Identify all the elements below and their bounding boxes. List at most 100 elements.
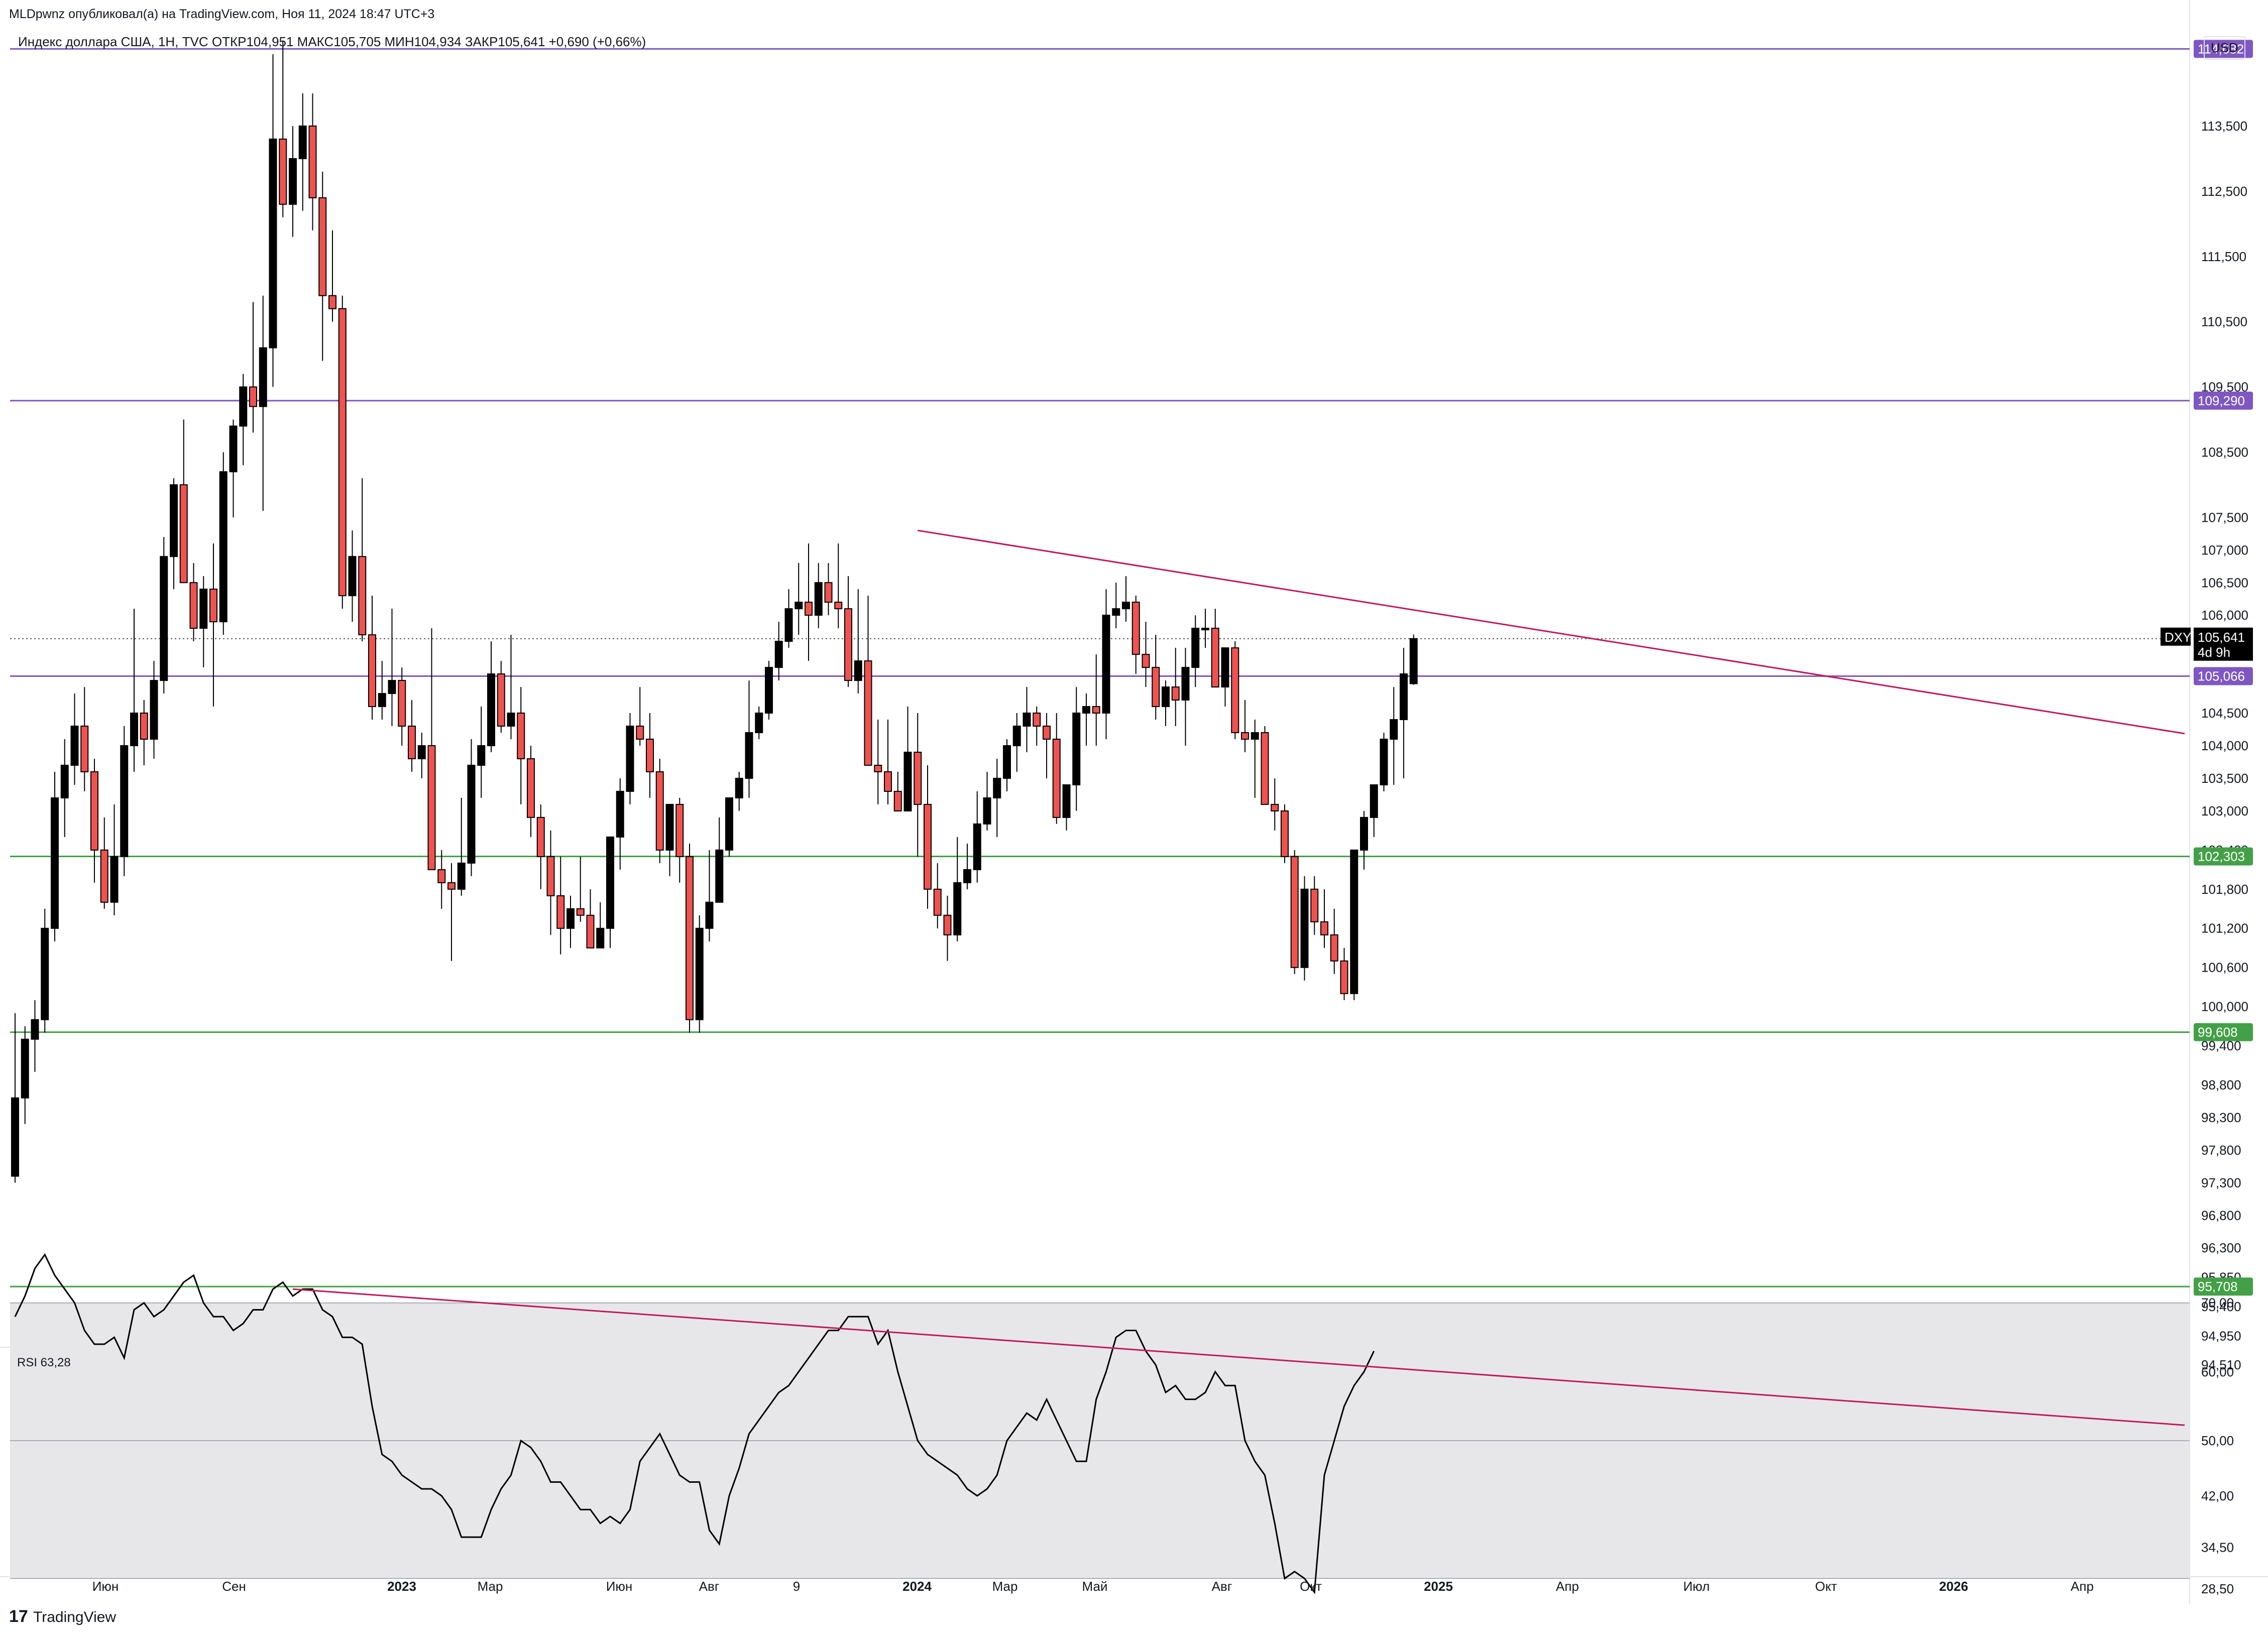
- candle-up: [70, 726, 79, 766]
- candle-up: [1390, 719, 1398, 740]
- candle-up: [1181, 667, 1190, 701]
- candle-down: [844, 608, 852, 681]
- candle-up: [259, 347, 267, 407]
- candle-up: [1162, 686, 1170, 708]
- candle-down: [179, 484, 188, 583]
- candle-up: [239, 386, 248, 427]
- time-tick-label: 2024: [902, 1579, 932, 1594]
- rsi-legend[interactable]: RSI 63,28: [17, 1356, 71, 1369]
- candle-up: [774, 641, 783, 668]
- candle-down: [1092, 706, 1100, 714]
- candle-up: [477, 745, 486, 766]
- candle-up: [1191, 628, 1200, 668]
- candle-up: [507, 713, 515, 727]
- candle-up: [1300, 888, 1309, 968]
- candle-down: [546, 856, 555, 896]
- price-tick-label: 101,200: [2201, 921, 2248, 936]
- candle-down: [675, 803, 684, 857]
- candle-up: [229, 425, 238, 473]
- price-axis[interactable]: 113,500112,500111,500110,500109,500108,5…: [2201, 119, 2248, 1372]
- candle-up: [1251, 732, 1259, 740]
- candle-up: [695, 927, 704, 1020]
- level-badge-resistance: [2194, 667, 2253, 685]
- candle-up: [963, 869, 971, 883]
- price-tick-label: 107,000: [2201, 542, 2248, 557]
- level-badge-resistance: [2194, 391, 2253, 410]
- level-badge-text: 99,608: [2198, 1025, 2238, 1040]
- candle-up: [1012, 726, 1021, 747]
- rsi-band: [10, 1302, 2190, 1579]
- candle-down: [805, 602, 813, 616]
- candle-up: [596, 927, 605, 949]
- price-badges: 114,682 109,290 105,066 102,303 99,608 95,708…: [2161, 40, 2253, 1296]
- candle-down: [576, 908, 585, 916]
- currency-label[interactable]: USD: [2204, 36, 2245, 60]
- candle-down: [80, 726, 89, 772]
- candle-down: [189, 582, 198, 629]
- symbol-info-line[interactable]: Индекс доллара США, 1Н, TVC ОТКР104,951 …: [18, 34, 646, 49]
- rsi-tick-label: 70,00: [2201, 1296, 2234, 1311]
- candle-down: [1033, 713, 1041, 727]
- candle-up: [1400, 673, 1408, 721]
- price-tick-label: 94,510: [2201, 1357, 2241, 1372]
- candle-up: [388, 680, 396, 694]
- candle-up: [41, 927, 49, 1020]
- candle-down: [1211, 628, 1219, 688]
- candle-down: [447, 882, 456, 890]
- candle-down: [517, 713, 525, 759]
- candlestick-series: [11, 41, 1418, 1183]
- candle-down: [1290, 856, 1299, 968]
- candle-up: [110, 856, 119, 903]
- price-tick-label: 100,000: [2201, 999, 2248, 1014]
- candle-up: [735, 777, 743, 798]
- candle-down: [90, 771, 98, 851]
- time-axis[interactable]: Июн Сен 2023 Мар Июн Авг 9 2024 Мар Май Авг Окт 2025…: [92, 1579, 2094, 1594]
- candle-up: [1112, 608, 1120, 616]
- candle-down: [1131, 602, 1140, 655]
- candle-up: [130, 713, 138, 747]
- candle-up: [765, 667, 773, 714]
- price-tick-label: 96,800: [2201, 1208, 2241, 1223]
- time-tick-label: 9: [793, 1579, 800, 1594]
- tradingview-logo[interactable]: 17 TradingView: [9, 1607, 116, 1626]
- candle-down: [933, 888, 942, 916]
- candle-up: [11, 1097, 19, 1177]
- time-tick-label: Мар: [478, 1579, 503, 1594]
- level-badge-text: 95,708: [2198, 1279, 2238, 1294]
- price-trendline[interactable]: [918, 529, 2185, 735]
- candle-down: [1231, 647, 1239, 734]
- rsi-trendline[interactable]: [292, 1288, 2185, 1426]
- time-tick-label: 2023: [387, 1579, 416, 1594]
- price-tick-label: 103,000: [2201, 803, 2248, 819]
- candle-down: [249, 386, 257, 407]
- candle-down: [318, 197, 327, 296]
- rsi-axis[interactable]: 70,00 60,00 50,00 42,00 34,50 28,50: [2201, 1296, 2234, 1596]
- level-badge-text: 102,303: [2198, 849, 2245, 864]
- rsi-tick-label: 34,50: [2201, 1540, 2234, 1555]
- candle-down: [1052, 739, 1061, 818]
- price-tick-label: 98,300: [2201, 1110, 2241, 1125]
- candle-down: [1152, 667, 1160, 708]
- time-tick-label: Окт: [1300, 1579, 1322, 1594]
- candle-up: [784, 608, 793, 642]
- candle-up: [467, 764, 476, 864]
- candle-down: [279, 138, 287, 205]
- price-tick-label: 108,500: [2201, 444, 2248, 459]
- time-tick-label: Окт: [1815, 1579, 1837, 1594]
- level-badge-resistance: [2194, 40, 2253, 58]
- candle-up: [1370, 784, 1378, 818]
- time-tick-label: 2025: [1424, 1579, 1453, 1594]
- candle-down: [834, 602, 843, 610]
- price-tick-label: 96,300: [2201, 1240, 2241, 1255]
- candle-up: [170, 484, 178, 557]
- candle-down: [308, 125, 317, 198]
- candle-down: [398, 680, 406, 727]
- candle-up: [903, 751, 912, 811]
- candle-up: [160, 556, 168, 681]
- time-tick-label: Мар: [992, 1579, 1018, 1594]
- candle-up: [457, 862, 466, 890]
- candle-up: [298, 125, 307, 159]
- candle-down: [893, 790, 902, 811]
- candle-up: [120, 745, 129, 857]
- price-tick-label: 106,500: [2201, 575, 2248, 590]
